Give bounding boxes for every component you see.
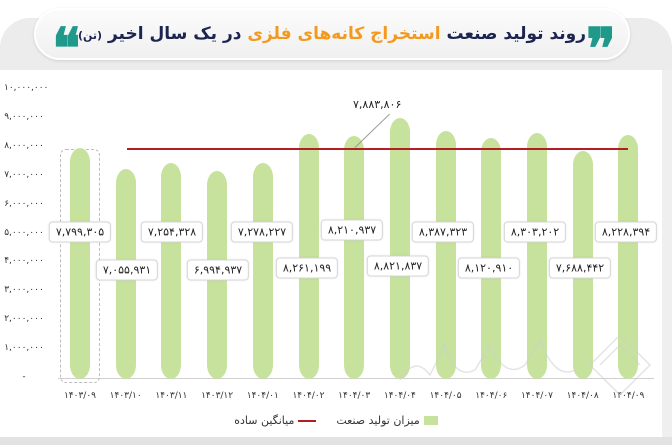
watermark-logo-icon <box>399 333 652 395</box>
title-text-start: روند تولید صنعت <box>440 24 587 44</box>
x-tick-label: ۱۴۰۴/۰۹ <box>612 391 645 401</box>
data-label: ۷,۲۵۴,۳۲۸ <box>140 221 204 243</box>
x-tick-label: ۱۴۰۳/۱۱ <box>155 391 188 401</box>
x-tick-label: ۱۴۰۳/۱۲ <box>201 391 234 401</box>
legend-swatch-red-line <box>298 419 317 422</box>
bar[interactable] <box>252 162 273 379</box>
y-tick-label: ۱۰,۰۰۰,۰۰۰ <box>4 83 49 93</box>
x-tick-label: ۱۴۰۴/۰۱ <box>246 391 279 401</box>
chart-card <box>0 70 662 438</box>
legend: میزان تولید صنعت میانگین ساده <box>0 414 672 427</box>
bar[interactable] <box>618 135 639 379</box>
legend-item-production[interactable]: میزان تولید صنعت <box>336 414 438 427</box>
bar[interactable] <box>344 135 365 379</box>
y-tick-label: ۹,۰۰۰,۰۰۰ <box>4 111 44 122</box>
card-shadow-right <box>662 70 672 445</box>
bar[interactable] <box>527 133 547 379</box>
bar[interactable] <box>435 130 456 379</box>
bar[interactable] <box>161 163 182 379</box>
card-shadow-bottom <box>0 437 672 445</box>
data-label: ۸,۲۲۸,۳۹۴ <box>594 221 658 243</box>
title-banner: ❝ روند تولید صنعت استخراج کانه‌های فلزی … <box>34 8 630 61</box>
data-label: ۸,۳۰۳,۲۰۲ <box>503 221 567 243</box>
chart-title: روند تولید صنعت استخراج کانه‌های فلزی در… <box>78 24 586 44</box>
legend-item-average[interactable]: میانگین ساده <box>234 414 317 427</box>
legend-label-average: میانگین ساده <box>234 414 295 427</box>
y-tick-label: ۶,۰۰۰,۰۰۰ <box>4 198 44 209</box>
title-text-end: در یک سال اخیر <box>107 24 248 44</box>
open-quote-icon: ❝ <box>52 21 78 61</box>
bar[interactable] <box>298 134 319 379</box>
legend-swatch-green <box>423 416 438 425</box>
x-tick-label: ۱۴۰۴/۰۴ <box>383 391 416 401</box>
average-line[interactable] <box>127 148 629 150</box>
x-tick-label: ۱۴۰۴/۰۵ <box>429 391 462 401</box>
data-label: ۸,۲۱۰,۹۳۷ <box>320 219 384 241</box>
title-highlight: استخراج کانه‌های فلزی <box>247 24 441 44</box>
data-label: ۷,۰۵۵,۹۳۱ <box>95 259 159 281</box>
x-tick-label: ۱۴۰۴/۰۲ <box>292 391 325 401</box>
x-tick-label: ۱۴۰۴/۰۶ <box>475 391 508 401</box>
close-quote-icon: ❞ <box>586 21 612 61</box>
bar[interactable] <box>70 147 90 379</box>
y-tick-label: ۲,۰۰۰,۰۰۰ <box>4 314 44 325</box>
bar[interactable] <box>389 118 410 379</box>
data-label: ۸,۲۶۱,۱۹۹ <box>275 257 339 279</box>
y-tick-label: ۴,۰۰۰,۰۰۰ <box>4 256 44 267</box>
y-tick-label: ۱,۰۰۰,۰۰۰ <box>4 343 44 354</box>
data-label: ۸,۳۸۷,۳۲۳ <box>411 221 475 243</box>
x-tick-label: ۱۴۰۴/۰۸ <box>566 391 599 401</box>
x-tick-label: ۱۴۰۳/۰۹ <box>63 391 97 401</box>
legend-label-production: میزان تولید صنعت <box>336 414 420 427</box>
data-label: ۶,۹۹۴,۹۳۷ <box>186 259 250 281</box>
y-tick-label: ۵,۰۰۰,۰۰۰ <box>4 227 44 238</box>
y-tick-label: ۸,۰۰۰,۰۰۰ <box>4 140 44 151</box>
average-value-label: ۷,۸۸۳,۸۰۶ <box>353 98 402 111</box>
x-tick-label: ۱۴۰۴/۰۷ <box>520 391 554 401</box>
data-label: ۸,۱۲۰,۹۱۰ <box>457 257 521 279</box>
y-tick-label: ۳,۰۰۰,۰۰۰ <box>4 285 44 296</box>
data-label: ۷,۶۸۸,۴۴۲ <box>548 257 612 279</box>
x-tick-label: ۱۴۰۴/۰۳ <box>338 391 371 401</box>
y-tick-label: - <box>22 372 26 382</box>
data-label: ۷,۲۷۸,۲۲۷ <box>230 221 294 243</box>
data-label: ۸,۸۲۱,۸۳۷ <box>366 255 430 277</box>
title-unit: (تن) <box>77 29 103 42</box>
y-tick-label: ۷,۰۰۰,۰۰۰ <box>4 169 44 180</box>
data-label: ۷,۷۹۹,۳۰۵ <box>48 221 112 243</box>
x-tick-label: ۱۴۰۳/۱۰ <box>109 391 142 401</box>
